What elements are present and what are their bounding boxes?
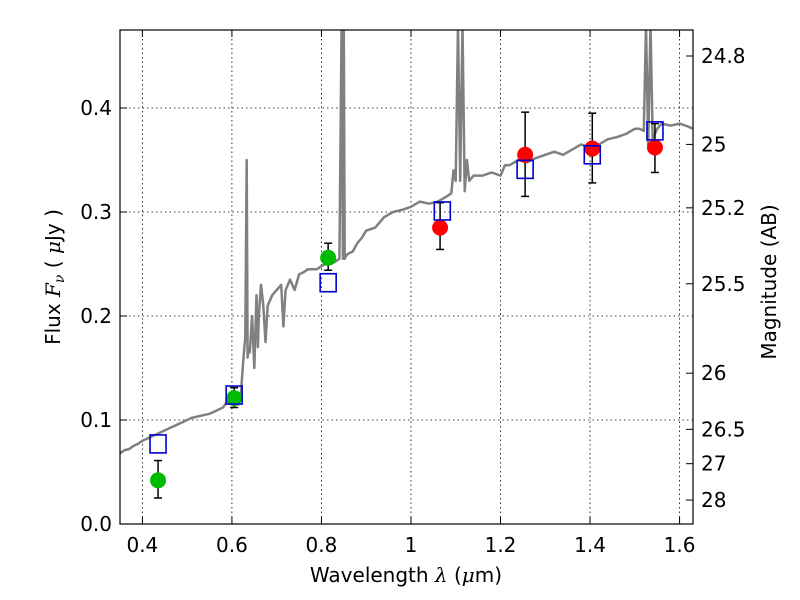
plot-frame bbox=[119, 29, 694, 525]
y-tick-label: 0.0 bbox=[80, 512, 112, 536]
right-axis-label: Magnitude (AB) bbox=[757, 204, 781, 359]
red-photometry-point bbox=[646, 139, 663, 156]
x-tick-label: 0.6 bbox=[216, 533, 248, 557]
model-photometry-square bbox=[516, 159, 534, 180]
green-photometry-point bbox=[320, 249, 337, 266]
axis-ticks: 0.4 0.6 0.8 1 1.2 1.4 1.6 0.0 0.1 0.2 0.3 0.4 24.8 25… bbox=[80, 30, 746, 557]
x-tick-label: 1.6 bbox=[664, 533, 696, 557]
magnitude-tick-label: 26 bbox=[701, 361, 726, 385]
x-tick-label: 0.4 bbox=[126, 533, 158, 557]
magnitude-tick-label: 25.2 bbox=[701, 196, 746, 220]
model-photometry-square bbox=[319, 272, 337, 293]
magnitude-tick-label: 24.8 bbox=[701, 44, 746, 68]
red-photometry-point bbox=[584, 140, 601, 157]
y-tick-label: 0.4 bbox=[80, 96, 112, 120]
x-tick-label: 1 bbox=[405, 533, 418, 557]
x-tick-label: 1.4 bbox=[574, 533, 606, 557]
y-tick-label: 0.3 bbox=[80, 200, 112, 224]
y-axis-label: Flux Fν ( μJy ) bbox=[41, 209, 68, 345]
model-photometry-square bbox=[433, 201, 452, 221]
x-axis-label: Wavelength λ (μm) bbox=[310, 563, 502, 587]
x-tick-label: 0.8 bbox=[306, 533, 338, 557]
red-photometry-point bbox=[432, 219, 449, 236]
magnitude-tick-label: 25.5 bbox=[701, 272, 746, 296]
y-tick-label: 0.2 bbox=[80, 304, 112, 328]
magnitude-tick-label: 26.5 bbox=[701, 417, 746, 441]
y-tick-label: 0.1 bbox=[80, 408, 112, 432]
red-photometry-point bbox=[517, 146, 534, 163]
magnitude-tick-label: 27 bbox=[701, 452, 726, 476]
x-tick-label: 1.2 bbox=[485, 533, 517, 557]
plot-area bbox=[120, 30, 693, 499]
magnitude-tick-label: 25 bbox=[701, 132, 726, 156]
magnitude-tick-label: 28 bbox=[701, 488, 726, 512]
model-photometry-square bbox=[225, 385, 243, 405]
model-photometry-square bbox=[149, 434, 167, 454]
green-photometry-point bbox=[226, 390, 243, 407]
model-photometry-square bbox=[646, 121, 664, 141]
green-photometry-point bbox=[150, 472, 167, 489]
spectrum-line bbox=[120, 30, 693, 455]
model-photometry-square bbox=[583, 145, 602, 165]
